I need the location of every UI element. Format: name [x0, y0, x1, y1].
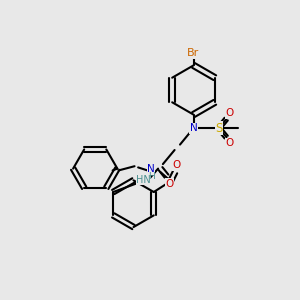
Text: O: O: [225, 138, 234, 148]
Text: O: O: [165, 178, 174, 189]
Text: S: S: [215, 122, 223, 135]
Text: N: N: [147, 164, 155, 174]
Text: HN: HN: [136, 175, 151, 185]
Text: H: H: [148, 172, 154, 181]
Text: Br: Br: [188, 48, 200, 59]
Text: O: O: [225, 108, 234, 118]
Text: O: O: [172, 160, 180, 170]
Text: N: N: [190, 123, 197, 133]
